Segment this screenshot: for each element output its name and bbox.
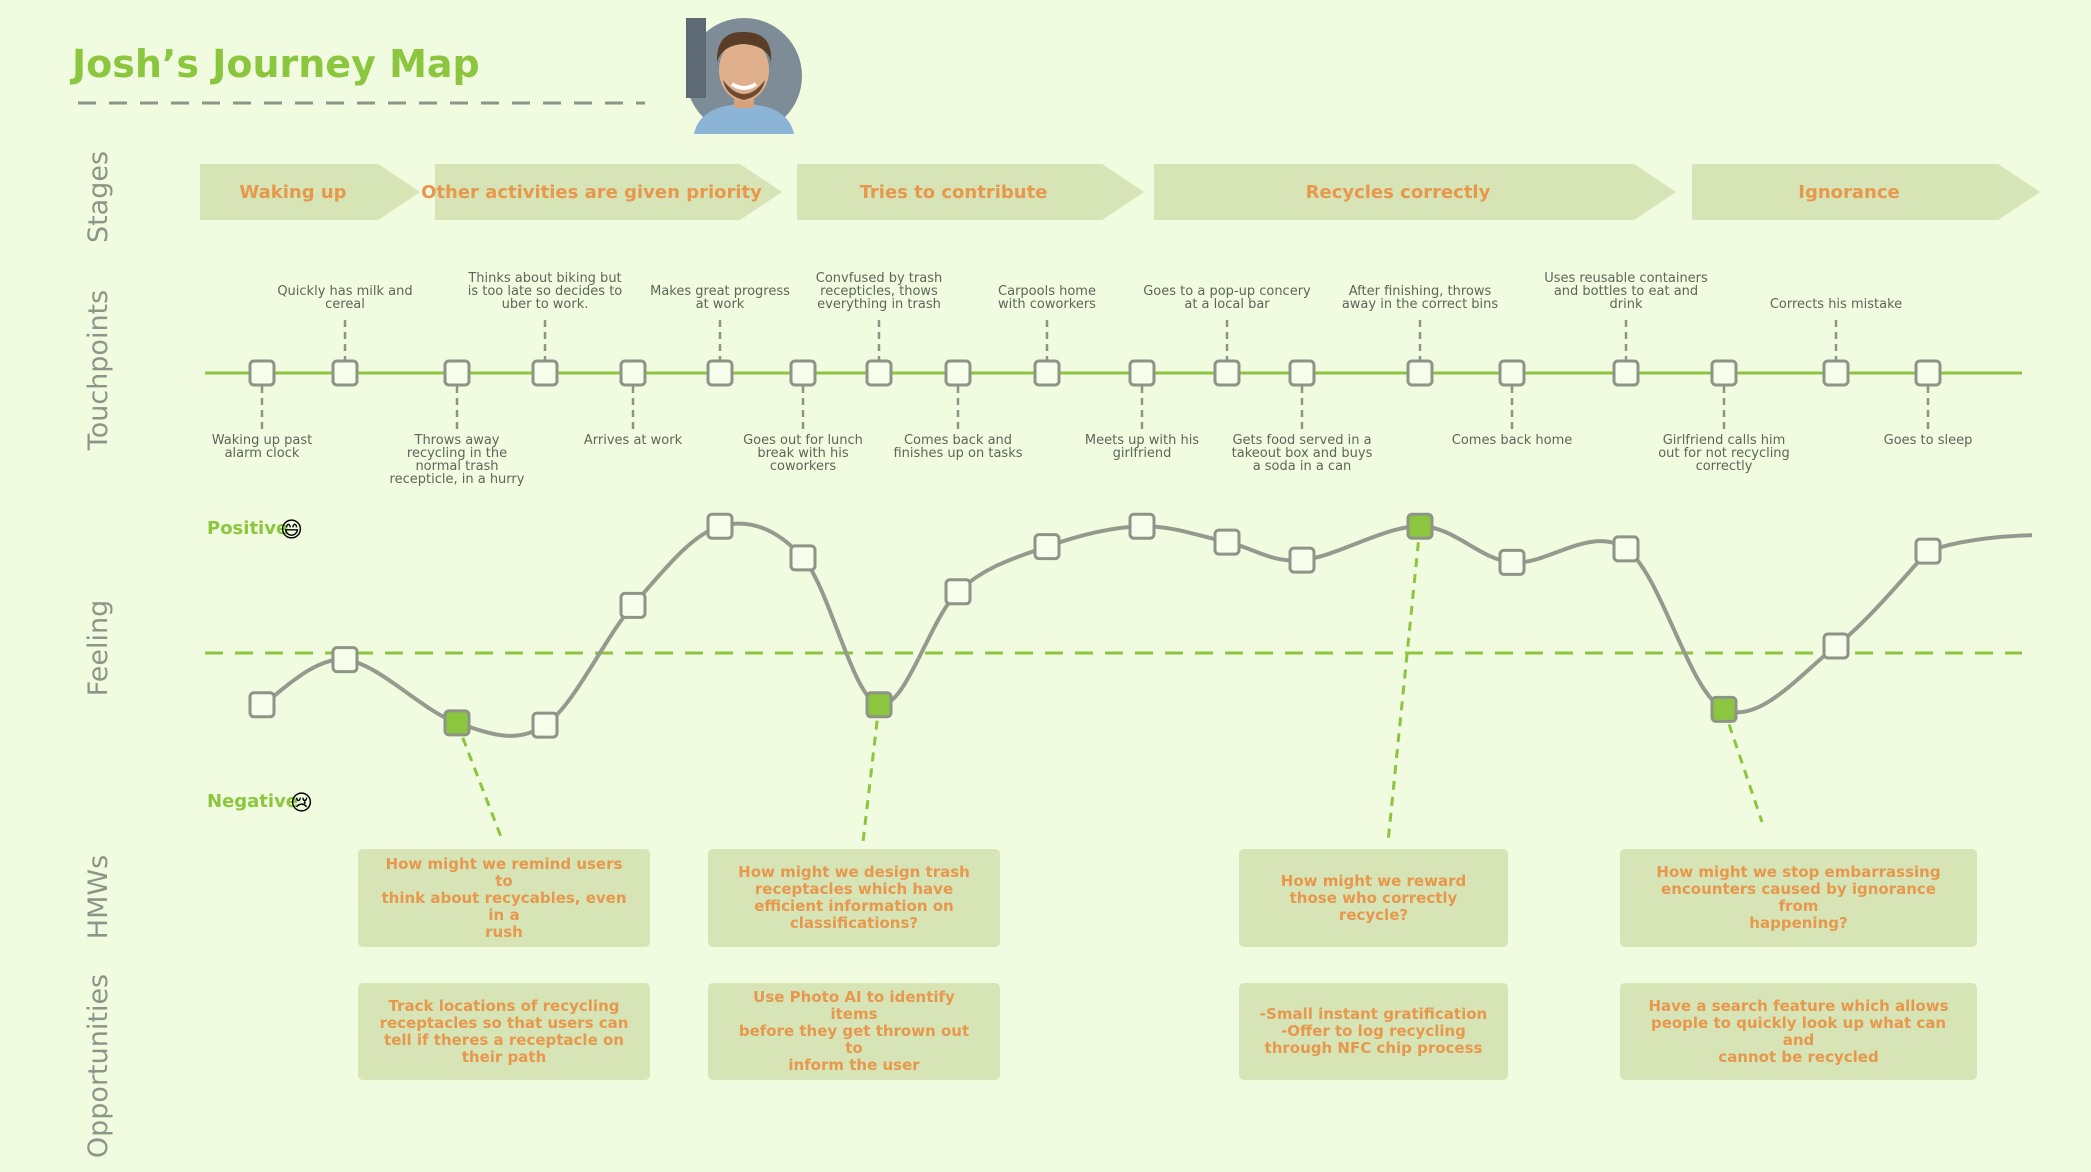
row-label-touchpoints: Touchpoints	[83, 290, 114, 451]
touchpoint-label: Makes great progress at work	[650, 284, 790, 312]
touchpoint-node	[331, 359, 359, 387]
touchpoint-label: Uses reusable containers and bottles to e…	[1544, 271, 1708, 312]
feeling-point	[248, 691, 276, 719]
touchpoints-row: Waking up past alarm clock Quickly has mil…	[212, 271, 1973, 487]
touchpoint-node	[706, 359, 734, 387]
touchpoint-label: Meets up with his girlfriend	[1085, 433, 1199, 461]
row-label-opportunities: Opportunities	[83, 974, 114, 1158]
touchpoint-label: Throws away recycling in the normal trash r…	[390, 433, 525, 487]
feeling-point	[331, 646, 359, 674]
touchpoint-label: Thinks about biking but is too late so de…	[467, 271, 622, 312]
stage-label: Ignorance	[1798, 182, 1899, 203]
touchpoint-node	[248, 359, 276, 387]
touchpoint-node	[619, 359, 647, 387]
feeling-point	[1498, 548, 1526, 576]
feeling-point	[1033, 533, 1061, 561]
feeling-line-tail	[1927, 533, 2033, 554]
touchpoint-label: Girlfriend calls him out for not recyclin…	[1658, 433, 1790, 474]
hmw-connector	[455, 722, 505, 843]
touchpoint-node	[1033, 359, 1061, 387]
stage-label: Other activities are given priority	[421, 182, 762, 203]
row-label-hmws: HMWs	[83, 855, 114, 939]
touchpoint-node	[1288, 359, 1316, 387]
hmw-card: How might we design trash receptacles wh…	[708, 849, 1000, 947]
row-label-feeling: Feeling	[83, 600, 114, 697]
positive-emoji-icon: 😄	[280, 518, 303, 543]
stage-label: Recycles correctly	[1306, 182, 1491, 203]
page-title: Josh’s Journey Map	[69, 42, 480, 86]
touchpoint-label: Waking up past alarm clock	[212, 433, 312, 461]
positive-label: Positive	[207, 518, 288, 539]
touchpoint-label: Convfused by trash recepticles, thows ever…	[816, 271, 942, 312]
stage-arrow	[200, 164, 420, 220]
negative-emoji-icon: 😢	[290, 791, 313, 816]
feeling-point	[944, 578, 972, 606]
stages-row: Waking up Other activities are given prio…	[200, 164, 2040, 220]
hmw-connector	[861, 704, 881, 843]
hmw-connectors	[455, 526, 1764, 843]
touchpoint-node	[865, 359, 893, 387]
opportunity-card: Use Photo AI to identify items before th…	[708, 983, 1000, 1080]
feeling-point	[1288, 546, 1316, 574]
hmw-card: How might we remind users to think about…	[358, 849, 650, 947]
stage-label: Waking up	[239, 182, 346, 203]
stage-arrow	[797, 164, 1144, 220]
touchpoint-label: Gets food served in a takeout box and buy…	[1232, 433, 1373, 474]
hmw-connector	[1722, 708, 1764, 823]
avatar	[686, 18, 802, 134]
touchpoint-label: Comes back home	[1452, 433, 1572, 448]
stage-arrow	[435, 164, 782, 220]
feeling-point	[706, 512, 734, 540]
touchpoint-node	[1128, 359, 1156, 387]
touchpoint-node	[944, 359, 972, 387]
stage-arrow	[1692, 164, 2040, 220]
hmw-card: How might we reward those who correctly …	[1239, 849, 1508, 947]
touchpoint-label: Comes back and finishes up on tasks	[893, 433, 1022, 461]
feeling-point	[1914, 537, 1942, 565]
opportunity-card: Track locations of recycling receptacles…	[358, 983, 650, 1080]
stage-arrow	[1154, 164, 1676, 220]
touchpoint-label: Goes to a pop-up concery at a local bar	[1143, 284, 1311, 312]
touchpoint-label: Carpools home with coworkers	[998, 284, 1096, 312]
row-label-stages: Stages	[83, 151, 114, 243]
opportunity-card: Have a search feature which allows peopl…	[1620, 983, 1977, 1080]
opportunity-card: -Small instant gratification -Offer to l…	[1239, 983, 1508, 1080]
touchpoint-node	[1213, 359, 1241, 387]
touchpoint-node	[1710, 359, 1738, 387]
touchpoint-label: Goes to sleep	[1884, 433, 1973, 448]
feeling-curve	[248, 512, 2033, 739]
feeling-point-highlight	[1710, 695, 1738, 723]
feeling-point-highlight	[443, 709, 471, 737]
feeling-point	[531, 711, 559, 739]
feeling-point-highlight	[865, 691, 893, 719]
touchpoint-node	[1822, 359, 1850, 387]
touchpoint-label: Goes out for lunch break with his coworker…	[743, 433, 863, 474]
hmw-connector	[1386, 526, 1422, 843]
feeling-point	[1128, 512, 1156, 540]
feeling-point-highlight	[1406, 512, 1434, 540]
stage-label: Tries to contribute	[860, 182, 1048, 203]
negative-label: Negative	[207, 791, 298, 812]
touchpoint-node	[531, 359, 559, 387]
touchpoint-node	[1612, 359, 1640, 387]
feeling-point	[789, 544, 817, 572]
touchpoint-node	[1498, 359, 1526, 387]
feeling-point	[1822, 632, 1850, 660]
touchpoint-node	[789, 359, 817, 387]
touchpoint-node	[443, 359, 471, 387]
feeling-point	[1213, 528, 1241, 556]
touchpoint-label: Quickly has milk and cereal	[277, 284, 412, 312]
touchpoint-node	[1914, 359, 1942, 387]
feeling-point	[619, 591, 647, 619]
touchpoint-label: After finishing, throws away in the corre…	[1342, 284, 1499, 312]
hmw-card: How might we stop embarrassing encounter…	[1620, 849, 1977, 947]
feeling-line	[260, 521, 1930, 738]
touchpoint-label: Corrects his mistake	[1770, 297, 1902, 312]
touchpoint-label: Arrives at work	[584, 433, 683, 448]
touchpoint-node	[1406, 359, 1434, 387]
feeling-point	[1612, 535, 1640, 563]
row-labels: Stages Touchpoints Feeling HMWs Opportun…	[83, 151, 114, 1158]
